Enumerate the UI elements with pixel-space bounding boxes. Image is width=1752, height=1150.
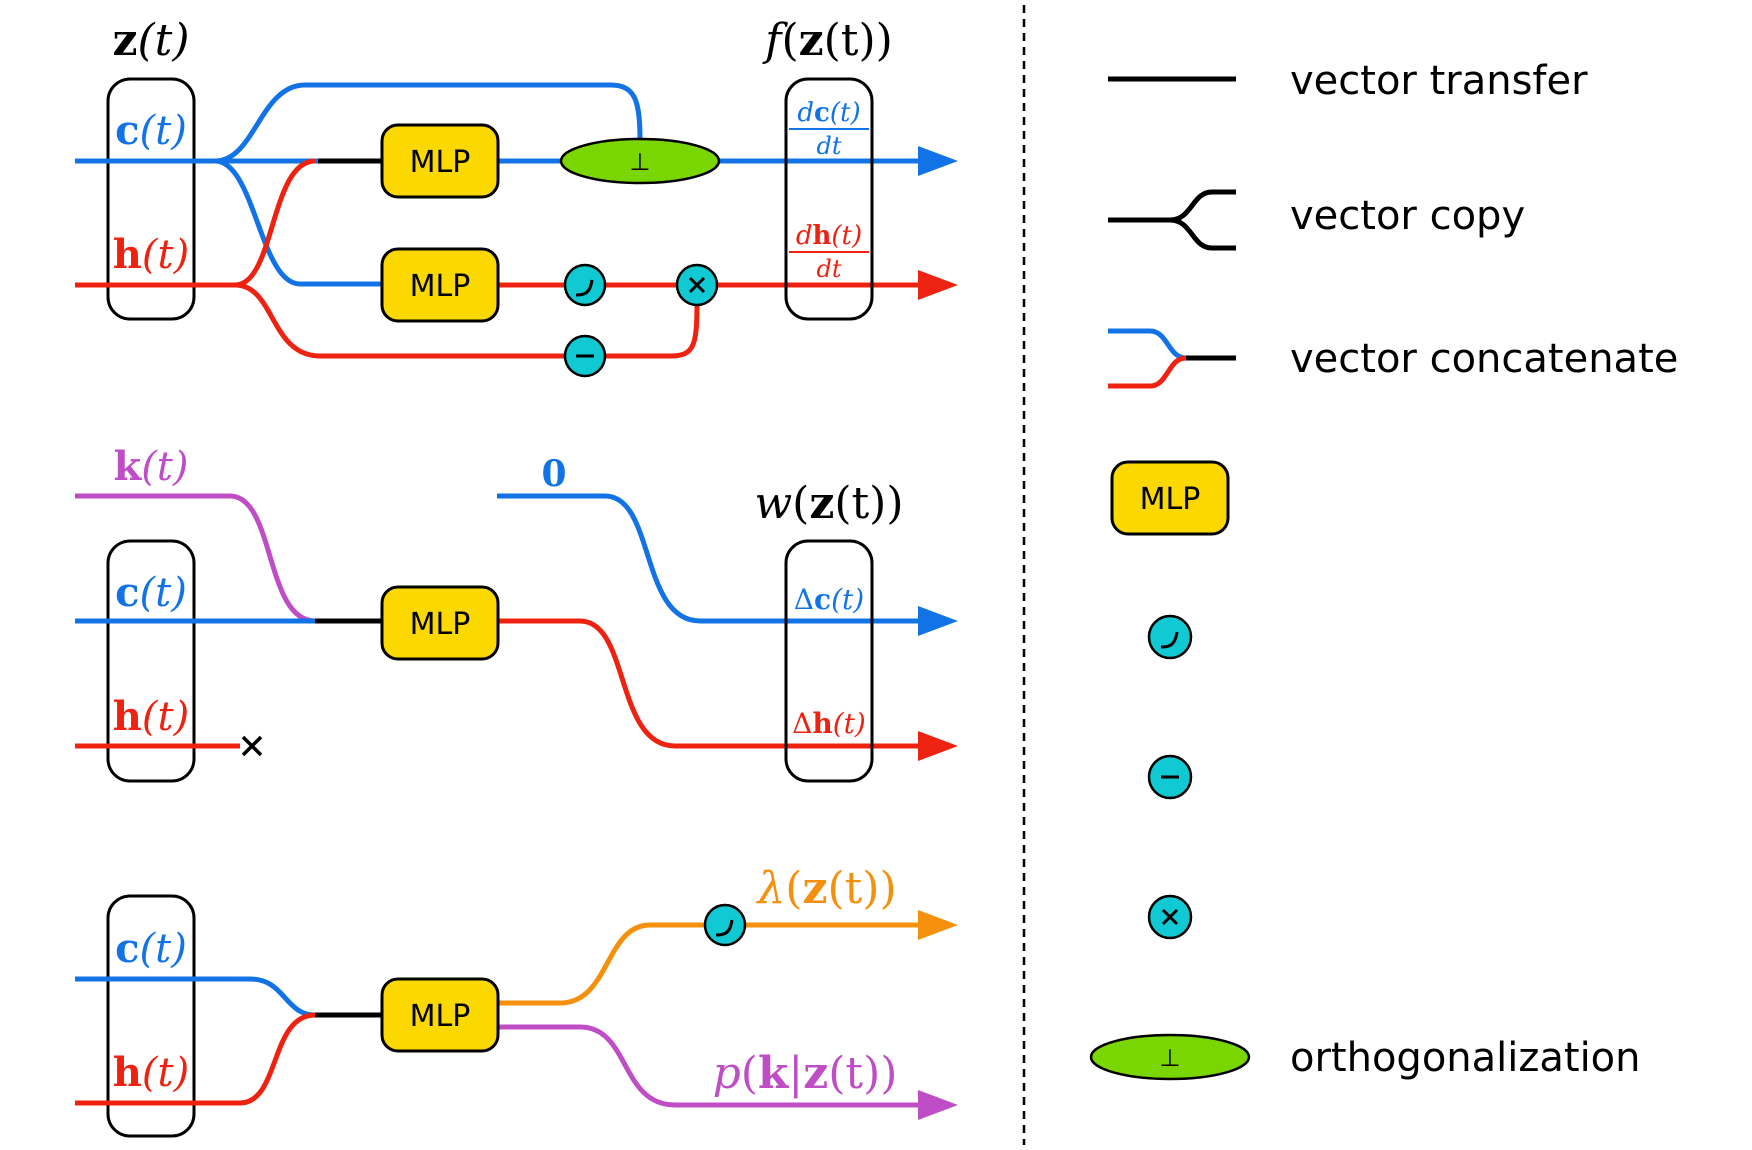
middle-h-terminator-icon xyxy=(241,735,263,757)
bottom-p-label: p(k|z(t)) xyxy=(713,1048,898,1099)
legend: vector transfer vector copy vector conca… xyxy=(1089,58,1678,1081)
svg-text:⊥: ⊥ xyxy=(1160,1044,1181,1072)
middle-k-line xyxy=(75,493,316,624)
bottom-mlp: MLP xyxy=(380,977,500,1053)
svg-text:MLP: MLP xyxy=(410,607,471,642)
middle-dc-label: Δc(t) xyxy=(794,583,864,616)
legend-vector-copy: vector copy xyxy=(1108,189,1525,251)
legend-vector-concatenate: vector concatenate xyxy=(1108,328,1678,389)
middle-mlp: MLP xyxy=(380,585,500,661)
top-output-box xyxy=(784,77,874,321)
bottom-state-box xyxy=(106,894,196,1138)
legend-orthogonalization: ⊥ orthogonalization xyxy=(1089,1033,1641,1081)
top-h-to-mlp1 xyxy=(234,158,316,288)
middle-dh-label: Δh(t) xyxy=(792,707,866,740)
bottom-h-label: h(t) xyxy=(113,1049,189,1096)
top-c-to-mlp2 xyxy=(214,158,382,287)
svg-text:MLP: MLP xyxy=(1140,482,1201,517)
middle-state-box xyxy=(106,539,196,783)
top-negate-op xyxy=(563,334,607,378)
top-mlp2: MLP xyxy=(380,247,500,323)
svg-text:MLP: MLP xyxy=(410,145,471,180)
bottom-p-arrowhead xyxy=(918,1090,958,1120)
top-dc-dt-label: dc(t) dt xyxy=(789,98,869,160)
middle-jump-block: MLP k(t) 0 c(t) h(t) w(z(t)) Δc(t) Δh(t) xyxy=(75,443,958,783)
multiply-icon xyxy=(688,276,706,294)
bottom-c-label: c(t) xyxy=(115,925,187,972)
legend-negate-op xyxy=(1147,754,1193,800)
top-multiply-op xyxy=(675,263,719,307)
middle-dh-arrowhead xyxy=(918,731,958,761)
bottom-p-line xyxy=(495,1024,920,1108)
bottom-c-line xyxy=(75,976,316,1018)
middle-output-label: w(z(t)) xyxy=(754,478,903,529)
softplus-icon xyxy=(575,279,594,297)
bottom-lambda-label: λ(z(t)) xyxy=(755,863,896,914)
bottom-intensity-block: MLP c(t) h(t) λ(z(t)) p(k|z(t)) xyxy=(75,863,958,1138)
svg-text:vector transfer: vector transfer xyxy=(1290,58,1588,104)
top-state-box xyxy=(106,77,196,321)
softplus-icon xyxy=(715,919,734,937)
top-dynamics-block: z(t) MLP MLP ⊥ xyxy=(75,15,958,378)
top-c-label: c(t) xyxy=(115,107,187,154)
legend-mlp: MLP xyxy=(1110,460,1230,536)
middle-k-label: k(t) xyxy=(113,443,188,490)
svg-text:dt: dt xyxy=(816,255,841,283)
svg-text:dc(t): dc(t) xyxy=(797,98,860,128)
top-orthogonalization: ⊥ xyxy=(559,137,721,185)
bottom-lambda-line xyxy=(495,922,920,1006)
middle-zero-line xyxy=(497,493,920,624)
top-state-label: z(t) xyxy=(112,15,189,66)
softplus-icon xyxy=(1160,631,1179,649)
middle-mlp-out xyxy=(495,618,920,749)
svg-text:vector concatenate: vector concatenate xyxy=(1290,336,1678,382)
top-h-label: h(t) xyxy=(113,231,189,278)
top-output-label: f(z(t)) xyxy=(762,15,893,66)
multiply-icon xyxy=(1161,908,1179,926)
svg-text:⊥: ⊥ xyxy=(630,148,651,176)
svg-text:MLP: MLP xyxy=(410,999,471,1034)
middle-h-label: h(t) xyxy=(113,693,189,740)
middle-zero-label: 0 xyxy=(541,453,566,495)
legend-softplus-op xyxy=(1147,614,1193,660)
top-h-skip xyxy=(234,282,700,359)
middle-output-box xyxy=(784,539,874,783)
middle-c-label: c(t) xyxy=(115,569,187,616)
middle-dc-arrowhead xyxy=(918,606,958,636)
top-dc-arrowhead xyxy=(918,146,958,176)
svg-text:vector copy: vector copy xyxy=(1290,193,1525,239)
top-dh-arrowhead xyxy=(918,270,958,300)
bottom-softplus-op xyxy=(703,903,747,947)
legend-vector-transfer: vector transfer xyxy=(1108,58,1588,104)
bottom-lambda-arrowhead xyxy=(918,910,958,940)
top-c-line xyxy=(75,82,643,164)
top-softplus-op xyxy=(563,263,607,307)
svg-text:dt: dt xyxy=(816,132,841,160)
top-mlp1: MLP xyxy=(380,123,500,199)
svg-text:dh(t): dh(t) xyxy=(796,221,862,251)
bottom-h-line xyxy=(75,1012,316,1106)
top-dh-dt-label: dh(t) dt xyxy=(789,221,869,283)
svg-text:MLP: MLP xyxy=(410,269,471,304)
legend-multiply-op xyxy=(1147,894,1193,940)
svg-text:orthogonalization: orthogonalization xyxy=(1290,1035,1641,1081)
